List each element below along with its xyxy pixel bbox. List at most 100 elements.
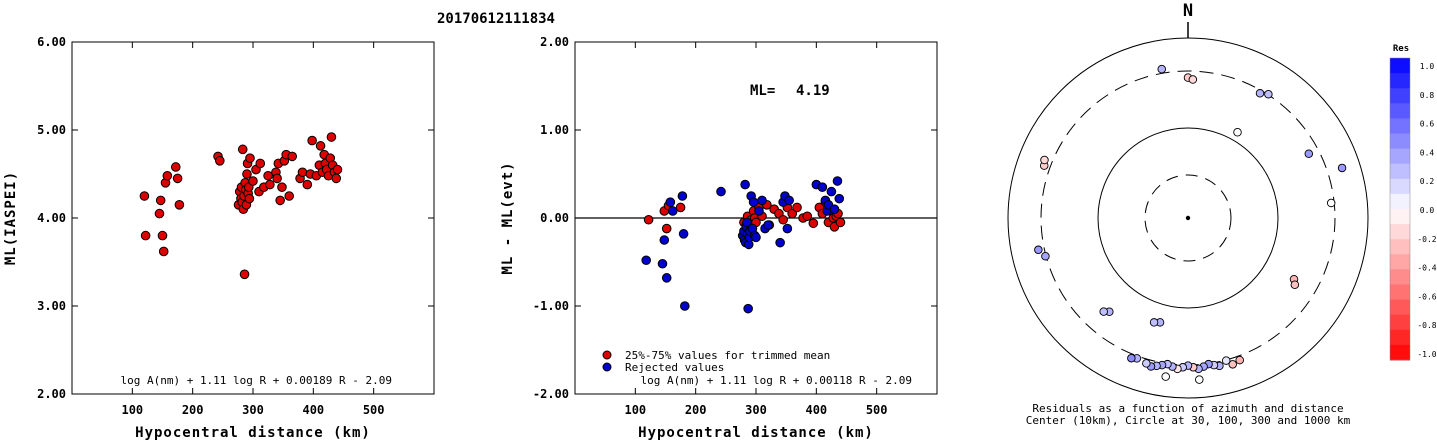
y-tick-label: 1.00 [540,123,569,137]
data-point [808,218,819,229]
data-point [678,229,689,239]
colorbar-cell [1390,314,1410,331]
azimuth-distance-panel: N Residuals as a function of azimuth and… [1007,1,1369,427]
data-point [817,182,828,192]
data-point [302,179,313,190]
colorbar-cell [1390,118,1410,134]
data-point [675,202,686,213]
colorbar-cell [1390,148,1410,165]
data-point [277,182,287,192]
data-point [680,301,690,311]
data-point [248,176,258,186]
station-marker [1235,355,1244,365]
data-point [158,246,169,257]
data-point [754,206,764,216]
x-tick-label: 500 [363,403,385,417]
data-point [834,193,845,204]
x-tick-label: 300 [242,403,264,417]
station-marker [1337,163,1347,173]
station-marker [1195,375,1204,384]
colorbar-tick-label: 0.8 [1420,91,1435,100]
data-point [832,176,843,186]
colorbar-tick-label: 0.6 [1420,120,1435,129]
data-point [284,191,295,201]
data-point [835,217,846,228]
colorbar-tick-label: -0.4 [1417,264,1436,273]
data-point [667,206,678,216]
colorbar-tick-label: -1.0 [1417,350,1436,359]
formula-text: log A(nm) + 1.11 log R + 0.00118 R - 2.0… [640,374,912,387]
magnitude-vs-distance-panel: 100 200 300 400 500 2.00 3.00 4.00 5.00 6.00 log … [3,35,435,441]
data-point [155,195,166,206]
y-tick-label: 5.00 [37,123,66,137]
station-marker [1157,64,1166,74]
station-marker [1304,149,1314,159]
station-marker [1326,198,1336,208]
data-point [763,220,773,230]
colorbar-cell [1390,73,1410,89]
x-tick-label: 200 [685,403,707,417]
x-tick-label: 400 [302,403,324,417]
y-tick-label: 2.00 [37,387,66,401]
station-marker [1290,280,1300,290]
data-point [661,223,672,234]
data-point [255,158,266,169]
station-marker [1034,245,1043,255]
colorbar-cell [1390,284,1410,301]
colorbar-cell [1390,103,1410,119]
data-point [740,179,750,190]
colorbar-tick-label: 0.4 [1420,148,1435,157]
data-point [792,202,802,213]
data-point [272,173,282,184]
ml-value: 4.19 [796,83,830,99]
data-point [244,193,255,204]
data-point [307,135,317,146]
colorbar-cell [1390,254,1410,270]
station-marker [1099,307,1108,316]
colorbar-tick-label: 1.0 [1420,62,1435,71]
legend-marker-trimmed [602,350,612,360]
colorbar-tick-label: 0.2 [1420,177,1435,186]
data-point [287,151,298,162]
ring-30km [1144,174,1232,262]
data-point [751,232,761,243]
station-marker [1188,75,1198,84]
legend-label-rejected: Rejected values [625,361,724,374]
x-tick-label: 500 [866,403,888,417]
colorbar-tick-label: -0.6 [1417,292,1436,301]
station-marker [1041,251,1050,261]
legend-label-trimmed: 25%-75% values for trimmed mean [625,349,830,362]
data-point [787,208,798,219]
station-marker [1142,359,1151,368]
colorbar-title: Res [1393,44,1409,54]
data-point [140,230,151,241]
data-point [315,141,326,151]
y-tick-label: -2.00 [533,387,569,401]
ring-1000km [1007,37,1369,399]
legend-marker-rejected [602,362,612,372]
data-point [742,217,752,228]
station-marker [1040,155,1049,165]
data-point [242,169,252,179]
colorbar-cell [1390,58,1410,74]
y-tick-label: 2.00 [540,35,569,49]
data-points [139,132,343,280]
data-point [215,156,225,166]
y-axis-label: ML - ML(evt) [500,161,516,274]
data-point [782,223,793,234]
colorbar-cell [1390,88,1410,104]
data-point [641,255,651,266]
colorbar-tick-label: -0.8 [1417,321,1436,330]
data-point [245,153,255,163]
data-point [829,204,840,214]
station-marker [1233,128,1242,137]
colorbar-cells [1389,57,1411,361]
data-point [157,230,168,241]
colorbar-cell [1390,329,1410,346]
colorbar-cell [1390,239,1410,255]
caption-line-1: Residuals as a function of azimuth and d… [1032,402,1343,415]
colorbar-cell [1390,269,1410,285]
data-point [778,214,788,225]
formula-text: log A(nm) + 1.11 log R + 0.00189 R - 2.0… [120,374,392,387]
colorbar-cell [1390,299,1410,316]
